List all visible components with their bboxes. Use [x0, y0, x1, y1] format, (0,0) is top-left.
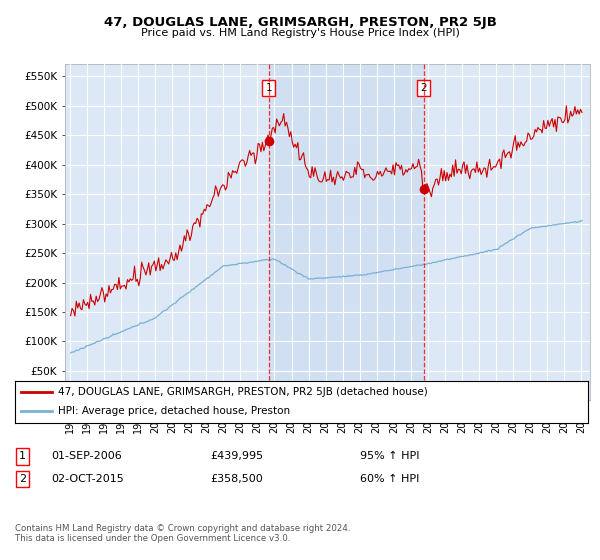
Text: Contains HM Land Registry data © Crown copyright and database right 2024.
This d: Contains HM Land Registry data © Crown c… [15, 524, 350, 543]
Text: 60% ↑ HPI: 60% ↑ HPI [360, 474, 419, 484]
Text: 2: 2 [19, 474, 26, 484]
Text: 95% ↑ HPI: 95% ↑ HPI [360, 451, 419, 461]
Text: 1: 1 [266, 83, 272, 93]
Text: 2: 2 [420, 83, 427, 93]
Text: HPI: Average price, detached house, Preston: HPI: Average price, detached house, Pres… [58, 407, 290, 417]
Text: £358,500: £358,500 [210, 474, 263, 484]
Text: 01-SEP-2006: 01-SEP-2006 [51, 451, 122, 461]
Bar [269, 64, 424, 400]
Text: 1: 1 [19, 451, 26, 461]
Text: 47, DOUGLAS LANE, GRIMSARGH, PRESTON, PR2 5JB: 47, DOUGLAS LANE, GRIMSARGH, PRESTON, PR… [104, 16, 496, 29]
Text: 02-OCT-2015: 02-OCT-2015 [51, 474, 124, 484]
Text: Price paid vs. HM Land Registry's House Price Index (HPI): Price paid vs. HM Land Registry's House … [140, 28, 460, 38]
Text: £439,995: £439,995 [210, 451, 263, 461]
Text: 47, DOUGLAS LANE, GRIMSARGH, PRESTON, PR2 5JB (detached house): 47, DOUGLAS LANE, GRIMSARGH, PRESTON, PR… [58, 387, 428, 397]
